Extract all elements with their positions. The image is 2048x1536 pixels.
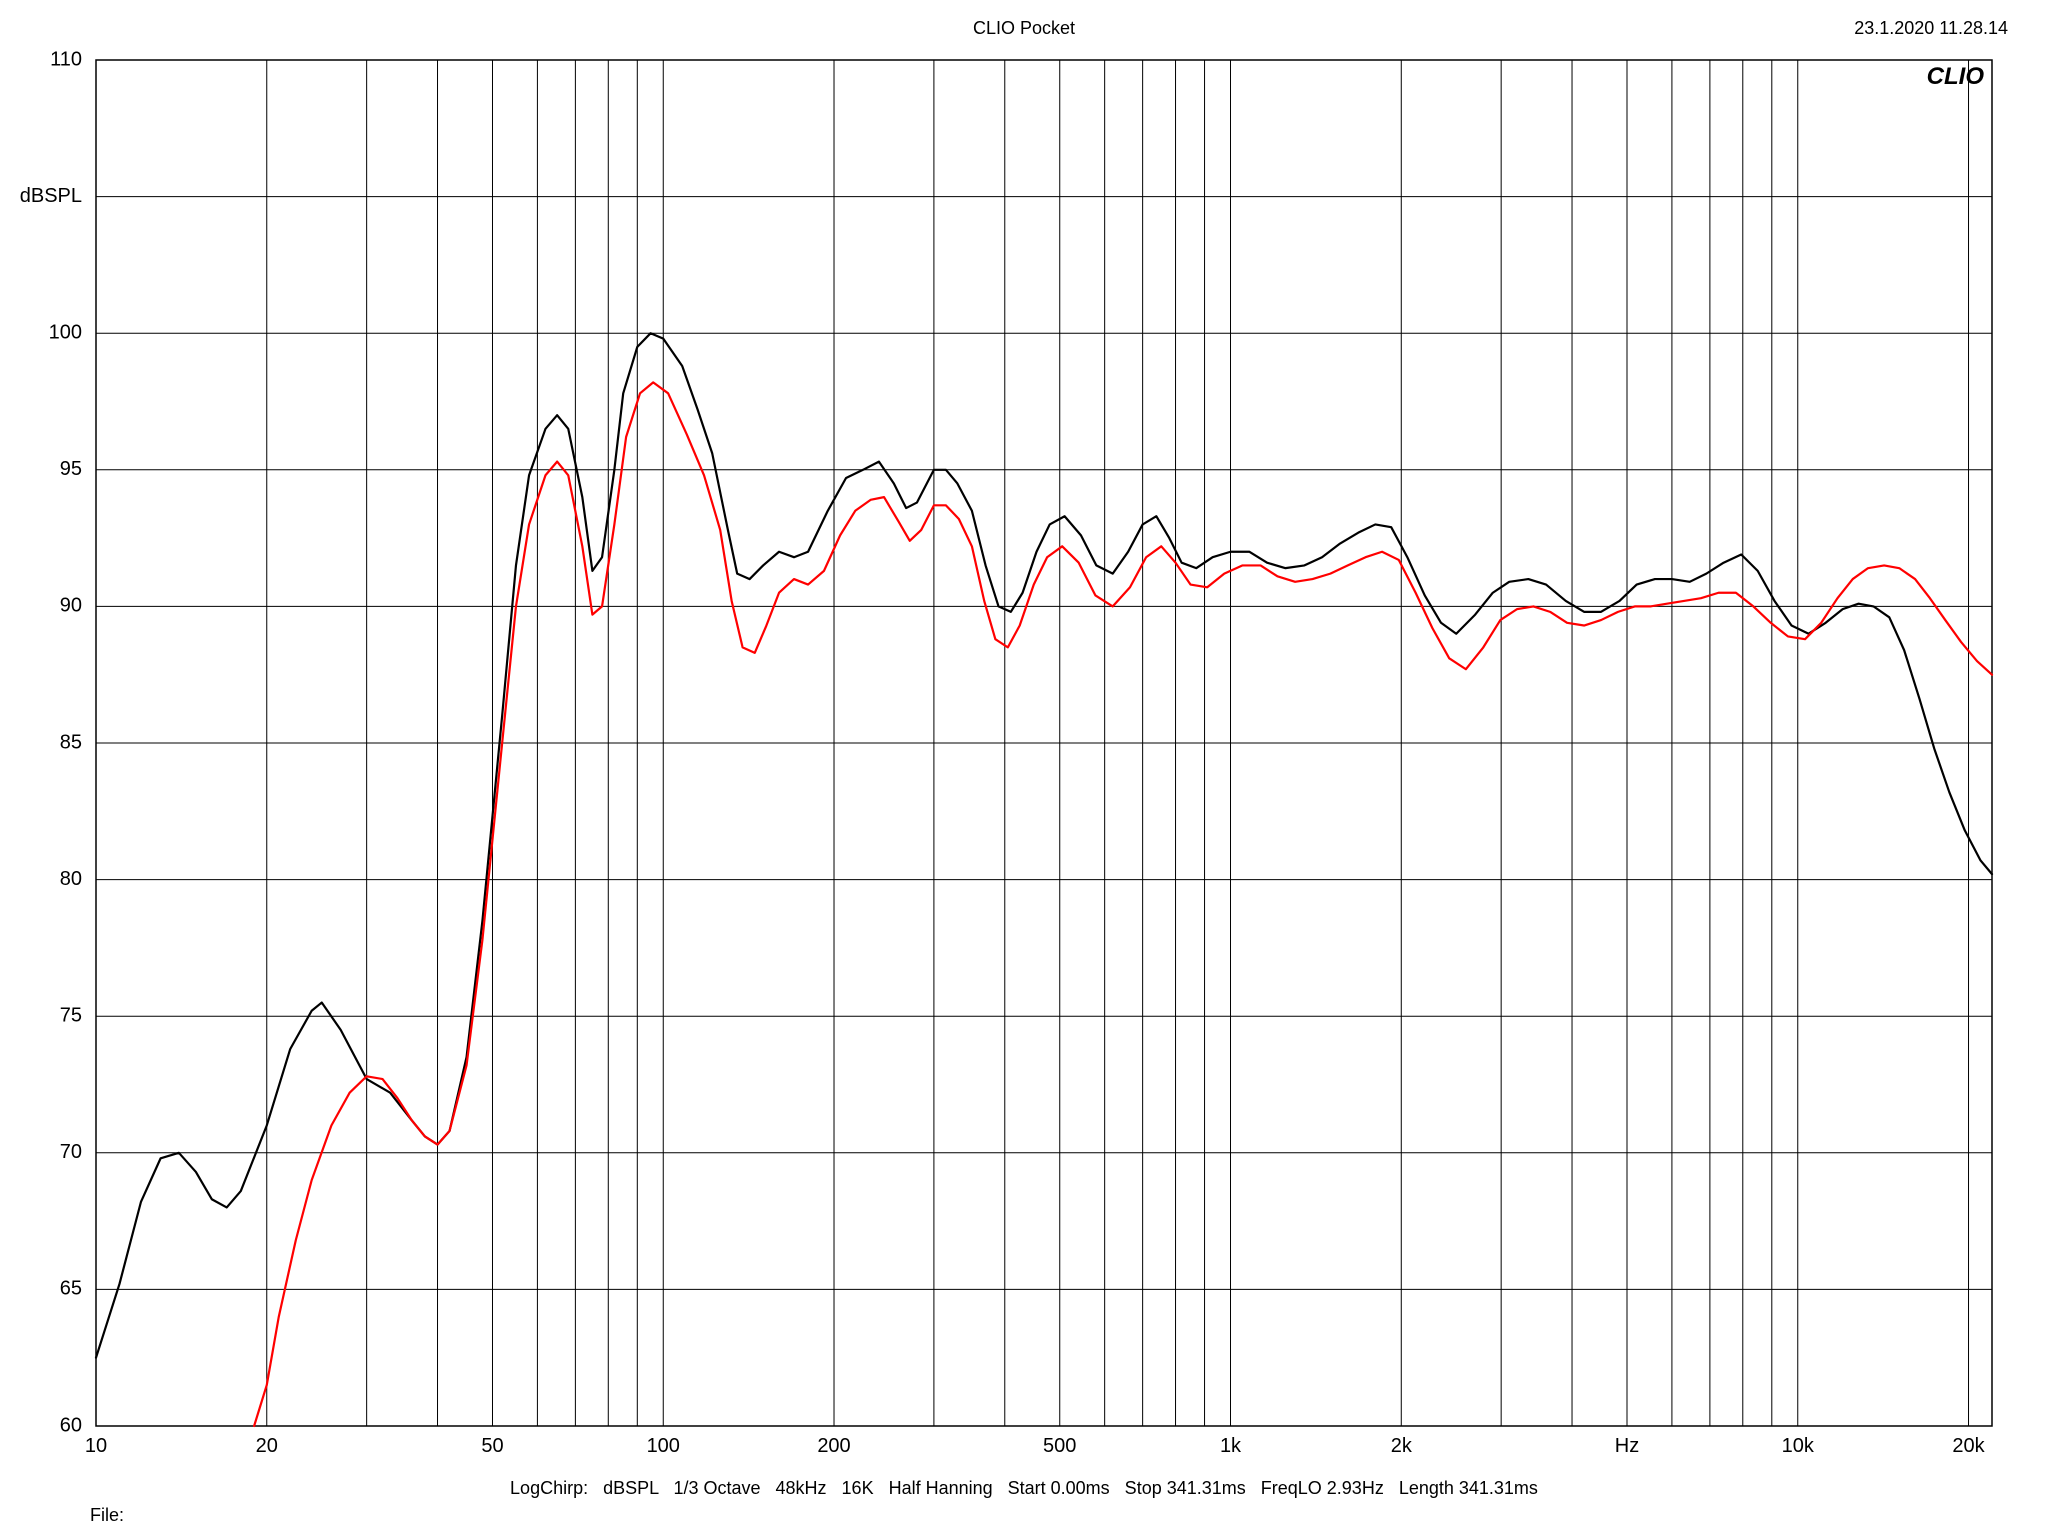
y-axis-unit: dBSPL (20, 185, 82, 207)
y-tick-label: 95 (60, 458, 82, 480)
y-tick-label: 75 (60, 1004, 82, 1026)
x-tick-label: 500 (1043, 1435, 1076, 1457)
chart-timestamp: 23.1.2020 11.28.14 (1854, 18, 2008, 39)
y-tick-label: 85 (60, 731, 82, 753)
y-tick-label: 70 (60, 1141, 82, 1163)
x-tick-label: 20 (256, 1435, 278, 1457)
y-tick-label: 90 (60, 595, 82, 617)
file-label: File: (90, 1505, 124, 1526)
y-tick-label: 100 (49, 321, 82, 343)
x-tick-label: 100 (647, 1435, 680, 1457)
y-tick-label: 65 (60, 1278, 82, 1300)
x-tick-label: 2k (1391, 1435, 1413, 1457)
frequency-response-chart: 60 65 70 75 80 85 90 95 100 dBSPL 110 10 20 50 100 200 5… (0, 0, 2048, 1536)
x-tick-label: 10k (1782, 1435, 1815, 1457)
x-tick-label: 50 (481, 1435, 503, 1457)
measurement-params: LogChirp: dBSPL 1/3 Octave 48kHz 16K Hal… (0, 1478, 2048, 1499)
x-axis-unit: Hz (1615, 1435, 1639, 1457)
watermark: CLIO (1927, 63, 1985, 90)
y-tick-label: 80 (60, 868, 82, 890)
x-tick-label: 1k (1220, 1435, 1242, 1457)
chart-title: CLIO Pocket (0, 18, 2048, 39)
x-tick-label: 20k (1952, 1435, 1985, 1457)
x-tick-label: 200 (817, 1435, 850, 1457)
y-tick-label: 110 (50, 48, 82, 70)
y-tick-label: 60 (60, 1414, 82, 1436)
x-tick-label: 10 (85, 1435, 107, 1457)
